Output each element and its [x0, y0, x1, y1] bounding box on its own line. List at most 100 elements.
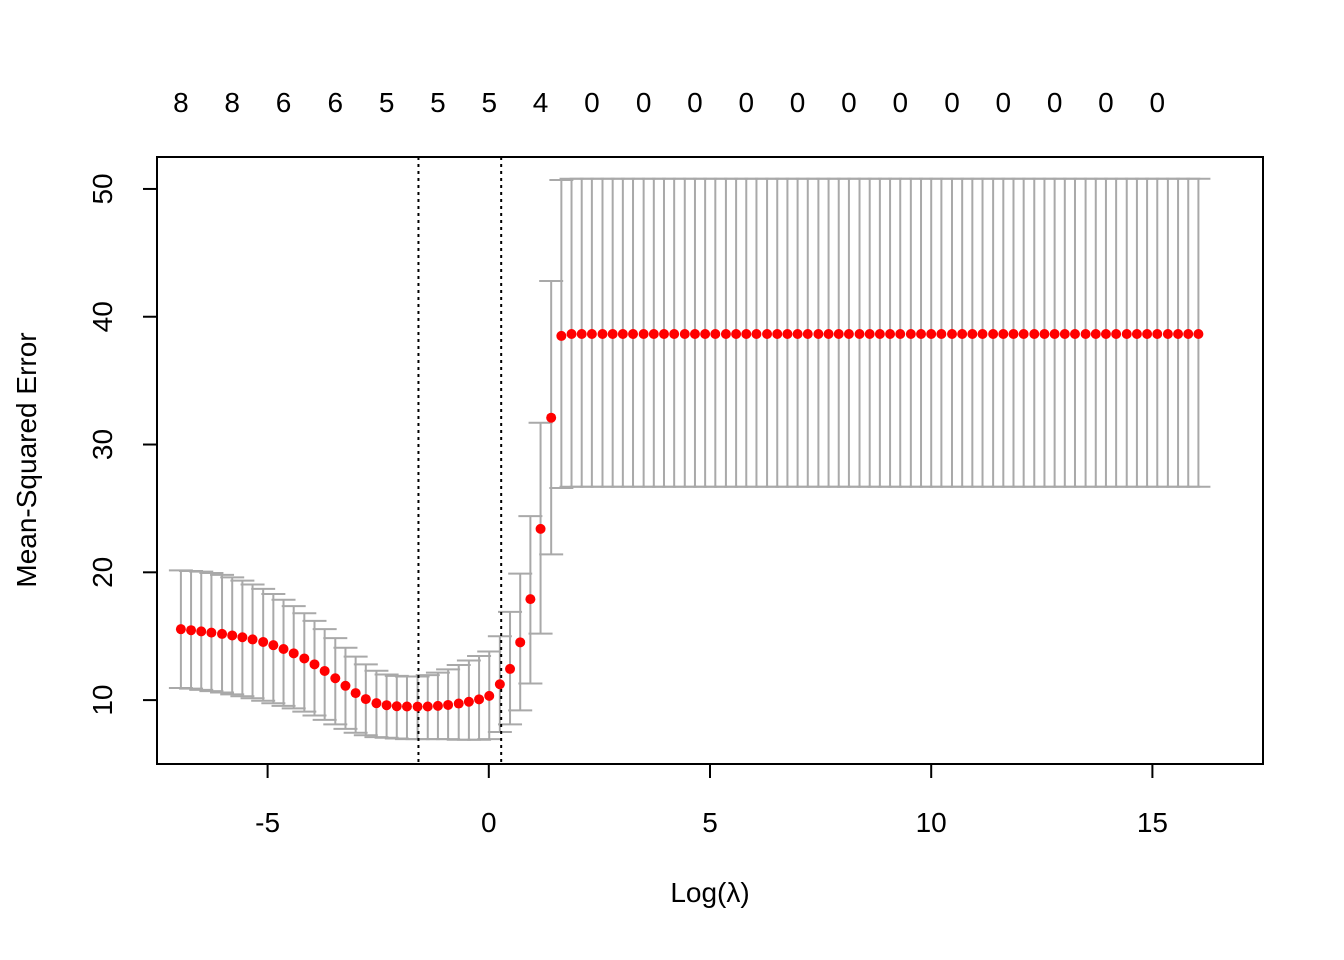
x-axis: -5 0 5 10 15: [255, 763, 1168, 838]
top-axis-count-label: 0: [584, 87, 600, 118]
reference-lines: [417, 157, 503, 764]
y-axis: 10 20 30 40 50: [87, 173, 158, 716]
data-point: [936, 328, 947, 339]
data-point: [340, 680, 351, 691]
data-point: [607, 328, 618, 339]
data-point: [967, 328, 978, 339]
y-tick-label: 30: [87, 429, 118, 460]
top-axis-count-label: 0: [944, 87, 960, 118]
data-point: [525, 594, 536, 605]
top-axis-count-label: 8: [173, 87, 189, 118]
data-point: [823, 328, 834, 339]
data-point: [854, 328, 865, 339]
data-point: [710, 328, 721, 339]
data-point: [802, 328, 813, 339]
data-point: [669, 328, 680, 339]
data-point: [792, 328, 803, 339]
data-point: [360, 694, 371, 705]
top-axis-count-label: 0: [790, 87, 806, 118]
data-point: [309, 659, 320, 670]
y-tick-label: 20: [87, 557, 118, 588]
data-point: [1162, 328, 1173, 339]
data-point: [288, 648, 299, 659]
data-point: [617, 328, 628, 339]
data-point: [885, 328, 896, 339]
x-tick-label: 15: [1137, 807, 1168, 838]
data-point: [813, 328, 824, 339]
data-point: [319, 665, 330, 676]
data-point: [946, 328, 957, 339]
data-point: [443, 699, 454, 710]
data-point: [1049, 328, 1060, 339]
data-point: [299, 653, 310, 664]
y-tick-label: 50: [87, 173, 118, 204]
data-point: [720, 328, 731, 339]
data-point: [1069, 328, 1080, 339]
data-point: [330, 673, 341, 684]
data-point: [843, 328, 854, 339]
data-point: [1100, 328, 1111, 339]
data-point: [494, 679, 505, 690]
data-point: [762, 328, 773, 339]
data-point: [453, 698, 464, 709]
data-point: [432, 700, 443, 711]
x-tick-label: 5: [702, 807, 718, 838]
data-point: [957, 328, 968, 339]
data-point: [546, 412, 557, 423]
data-point: [1008, 328, 1019, 339]
data-point: [679, 328, 690, 339]
data-point: [741, 328, 752, 339]
data-point: [700, 328, 711, 339]
data-point: [1142, 328, 1153, 339]
data-point: [217, 628, 228, 639]
top-axis-count-label: 8: [224, 87, 240, 118]
data-point: [237, 632, 248, 643]
top-axis-count-label: 6: [276, 87, 292, 118]
data-point: [247, 634, 258, 645]
data-point: [1029, 328, 1040, 339]
data-point: [1193, 328, 1204, 339]
top-axis-count-label: 5: [379, 87, 395, 118]
data-point: [1183, 328, 1194, 339]
data-point: [556, 330, 567, 341]
data-point: [175, 624, 186, 635]
data-point: [268, 640, 279, 651]
data-point: [371, 698, 382, 709]
data-point: [895, 328, 906, 339]
data-point: [874, 328, 885, 339]
data-point: [1090, 328, 1101, 339]
top-axis-count-label: 0: [841, 87, 857, 118]
top-axis-count-label: 0: [996, 87, 1012, 118]
top-axis-count-label: 0: [687, 87, 703, 118]
top-axis-count-label: 0: [1098, 87, 1114, 118]
data-point: [597, 328, 608, 339]
data-point: [484, 690, 495, 701]
top-axis-count-label: 0: [738, 87, 754, 118]
x-axis-title: Log(λ): [670, 877, 749, 908]
data-point: [412, 701, 423, 712]
data-point: [1059, 328, 1070, 339]
data-point: [474, 694, 485, 705]
data-point: [391, 701, 402, 712]
data-point: [782, 328, 793, 339]
data-point: [463, 696, 474, 707]
data-point: [1152, 328, 1163, 339]
data-point: [1121, 328, 1132, 339]
top-axis-count-label: 5: [430, 87, 446, 118]
top-axis-count-label: 0: [636, 87, 652, 118]
top-axis-nonzero-counts: 8 8 6 6 5 5 5 4 0 0 0 0 0 0 0 0 0 0 0 0: [173, 87, 1165, 118]
data-point: [401, 701, 412, 712]
data-point: [1131, 328, 1142, 339]
data-point: [505, 663, 516, 674]
data-point: [689, 328, 700, 339]
data-point: [638, 328, 649, 339]
data-point: [186, 625, 197, 636]
top-axis-count-label: 0: [1149, 87, 1165, 118]
data-point: [576, 328, 587, 339]
data-point: [350, 688, 361, 699]
data-point: [988, 328, 999, 339]
data-point: [535, 523, 546, 534]
data-point: [1018, 328, 1029, 339]
data-point: [1111, 328, 1122, 339]
error-bars: [168, 177, 1211, 741]
